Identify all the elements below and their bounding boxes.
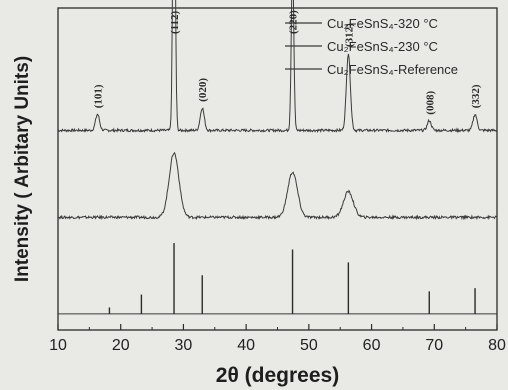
- peak-label-6: (332): [470, 84, 482, 108]
- x-tick-label-7: 80: [488, 337, 506, 354]
- x-tick-label-5: 60: [363, 337, 381, 354]
- peak-label-4: (312): [343, 23, 355, 47]
- peak-label-3: (220): [288, 10, 300, 34]
- peak-label-2: (020): [197, 78, 209, 102]
- x-tick-label-2: 30: [175, 337, 193, 354]
- x-tick-label-3: 40: [237, 337, 255, 354]
- x-tick-label-4: 50: [300, 337, 318, 354]
- series-line-1: [57, 151, 498, 221]
- legend-label-0: Cu₂FeSnS₄-320 °C: [327, 16, 438, 31]
- peak-label-1: (112): [169, 10, 181, 34]
- y-axis-label: Intensity ( Arbitary Units): [12, 56, 33, 282]
- x-axis-label: 2θ (degrees): [216, 364, 339, 387]
- x-tick-label-6: 70: [425, 337, 443, 354]
- peak-label-0: (101): [93, 84, 105, 108]
- legend-label-2: Cu₂FeSnS₄-Reference: [327, 62, 458, 77]
- series-line-0: [57, 0, 498, 134]
- x-tick-label-1: 20: [112, 337, 130, 354]
- x-tick-label-0: 10: [49, 337, 67, 354]
- plot-frame: [57, 7, 498, 331]
- legend-label-1: Cu₂FeSnS₄-230 °C: [327, 39, 438, 54]
- peak-label-5: (008): [424, 91, 436, 115]
